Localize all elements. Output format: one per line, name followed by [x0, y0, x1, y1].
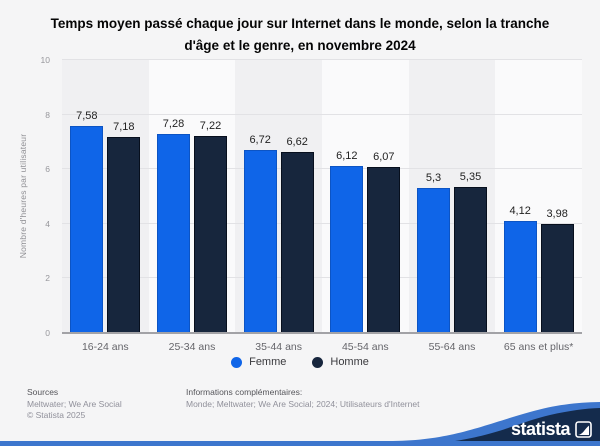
- legend-label-homme: Homme: [330, 356, 369, 368]
- x-axis-label-55-64-ans: 55-64 ans: [428, 341, 476, 353]
- gridline-8: [62, 113, 582, 115]
- bar-value-label-femme-25-34-ans: 7,28: [162, 118, 185, 131]
- bar-femme-65-ans-et-plus[interactable]: [503, 220, 537, 333]
- footer-infos: Informations complémentaires: Monde; Mel…: [186, 387, 420, 411]
- bar-homme-65-ans-et-plus[interactable]: [540, 224, 574, 333]
- x-axis-label-16-24-ans: 16-24 ans: [81, 341, 129, 353]
- infos-heading: Informations complémentaires:: [186, 387, 303, 397]
- footer-sources: Sources Meltwater; We Are Social © Stati…: [27, 387, 122, 423]
- bar-value-label-homme-55-64-ans: 5,35: [459, 170, 482, 183]
- sources-line: Meltwater; We Are Social: [27, 398, 122, 409]
- bar-homme-16-24-ans[interactable]: [107, 136, 141, 333]
- x-axis-label-25-34-ans: 25-34 ans: [168, 341, 216, 353]
- legend-label-femme: Femme: [249, 356, 287, 368]
- legend-dot-homme: [312, 356, 324, 368]
- bar-value-label-homme-65-ans-et-plus: 3,98: [546, 208, 568, 221]
- bar-value-label-homme-25-34-ans: 7,22: [199, 119, 222, 132]
- bar-femme-35-44-ans[interactable]: [243, 149, 277, 333]
- bar-homme-55-64-ans[interactable]: [454, 186, 487, 333]
- bar-homme-25-34-ans[interactable]: [194, 135, 227, 333]
- bar-value-label-homme-35-44-ans: 6,62: [286, 136, 308, 149]
- bottom-accent-bar: [0, 441, 600, 446]
- y-axis-tick-label-0: 0: [45, 328, 50, 338]
- legend: Femme Homme: [0, 354, 600, 370]
- statista-logo[interactable]: statista: [510, 419, 592, 439]
- chart-title: Temps moyen passé chaque jour sur Intern…: [50, 16, 550, 53]
- statista-wave: statista: [360, 386, 600, 441]
- footer: Sources Meltwater; We Are Social © Stati…: [0, 380, 600, 446]
- bar-femme-55-64-ans[interactable]: [417, 188, 450, 333]
- wave-shape: [360, 402, 600, 441]
- statista-logo-icon: [575, 421, 592, 438]
- x-axis-label-65-ans-et-plus: 65 ans et plus*: [503, 341, 574, 353]
- x-axis-label-35-44-ans: 35-44 ans: [255, 341, 302, 353]
- y-axis-tick-label-10: 10: [40, 55, 50, 65]
- bar-value-label-femme-35-44-ans: 6,72: [249, 133, 271, 146]
- bar-femme-16-24-ans[interactable]: [70, 126, 104, 333]
- bar-value-label-femme-55-64-ans: 5,3: [425, 172, 442, 185]
- statista-wordmark: statista: [510, 419, 571, 439]
- bar-value-label-femme-16-24-ans: 7,58: [76, 110, 98, 123]
- bar-value-label-femme-45-54-ans: 6,12: [336, 149, 358, 162]
- legend-item-homme[interactable]: Homme: [312, 356, 369, 368]
- x-axis: 16-24 ans 25-34 ans 35-44 ans 45-54 ans 55-6…: [0, 341, 600, 355]
- copyright-line: © Statista 2025: [27, 410, 86, 420]
- gridline-4: [62, 222, 582, 224]
- gridline-10: [62, 59, 582, 60]
- bar-value-label-femme-65-ans-et-plus: 4,12: [509, 204, 531, 217]
- x-axis-label-45-54-ans: 45-54 ans: [341, 341, 389, 353]
- y-axis-tick-label-4: 4: [45, 218, 50, 229]
- legend-dot-femme: [231, 356, 243, 368]
- bar-homme-35-44-ans[interactable]: [280, 152, 314, 333]
- plot-area: 7,58 7,18 7,28 7,22 6,72 6,62 6,12 6,07 5,3 5,35 4…: [62, 59, 582, 334]
- bar-femme-25-34-ans[interactable]: [157, 134, 190, 333]
- y-axis-tick-label-2: 2: [45, 273, 50, 284]
- y-axis-tick-label-8: 8: [45, 109, 50, 120]
- gridline-6: [62, 168, 582, 170]
- bar-femme-45-54-ans[interactable]: [330, 165, 364, 333]
- infos-line: Monde; Meltwater; We Are Social; 2024; U…: [186, 398, 420, 409]
- gridline-2: [62, 277, 582, 279]
- bar-value-label-homme-45-54-ans: 6,07: [373, 151, 395, 164]
- bar-value-label-homme-16-24-ans: 7,18: [113, 120, 135, 133]
- legend-item-femme[interactable]: Femme: [231, 356, 286, 368]
- bar-homme-45-54-ans[interactable]: [367, 167, 401, 333]
- x-axis-line: [62, 332, 582, 334]
- y-axis-title: Nombre d'heures par utilisateur: [18, 133, 28, 259]
- sources-heading: Sources: [27, 387, 59, 397]
- y-axis-tick-label-6: 6: [45, 164, 50, 175]
